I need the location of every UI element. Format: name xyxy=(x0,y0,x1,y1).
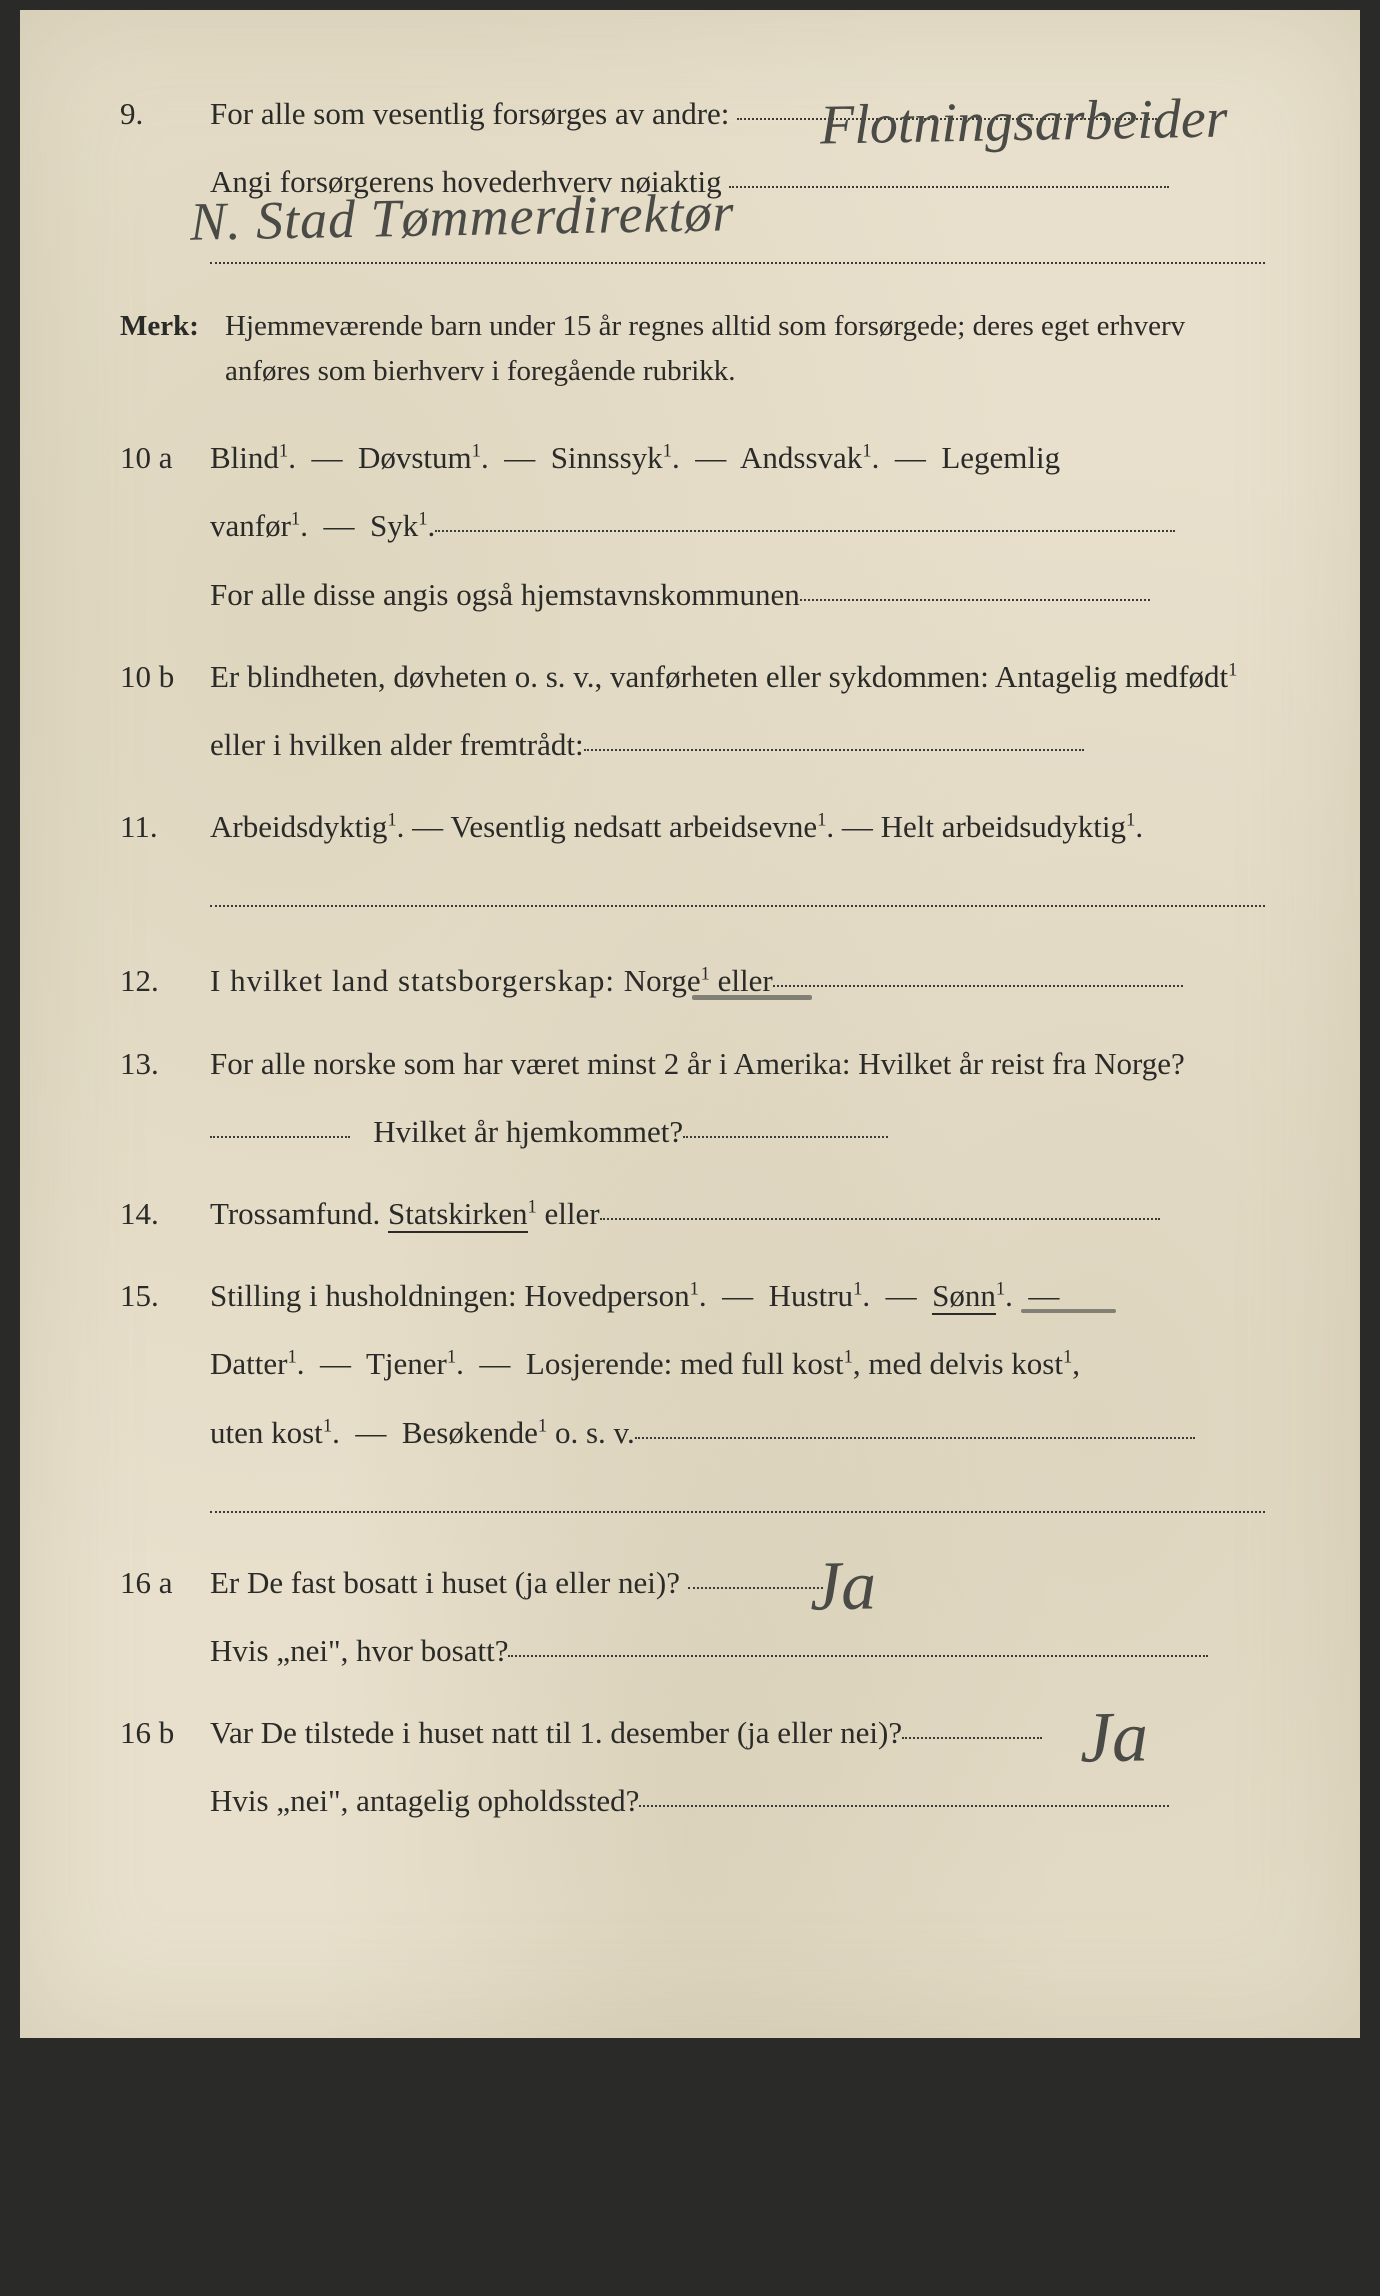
q15-body: Stilling i husholdningen: Hovedperson1. … xyxy=(210,1262,1265,1535)
q10a-body: Blind1. — Døvstum1. — Sinnssyk1. — Andss… xyxy=(210,424,1265,629)
q10a-sinnssyk: Sinnssyk xyxy=(551,440,663,475)
underline-norge xyxy=(692,995,812,1000)
q16a-a: Er De fast bosatt i huset (ja eller nei)… xyxy=(210,1565,680,1600)
q10b-num: 10 b xyxy=(120,647,210,707)
q13-b: Hvilket år hjemkommet? xyxy=(373,1114,683,1149)
merk-text: Hjemmeværende barn under 15 år regnes al… xyxy=(225,304,1265,394)
q14-body: Trossamfund. Statskirken1 eller xyxy=(210,1180,1265,1248)
question-10a: 10 a Blind1. — Døvstum1. — Sinnssyk1. — … xyxy=(120,424,1265,629)
question-16b: 16 b Var De tilstede i huset natt til 1.… xyxy=(120,1699,1265,1835)
q11-a: Arbeidsdyktig xyxy=(210,809,387,844)
q15-sonn: Sønn xyxy=(932,1278,996,1315)
q16a-num: 16 a xyxy=(120,1553,210,1613)
q13-num: 13. xyxy=(120,1034,210,1094)
question-9: 9. For alle som vesentlig forsørges av a… xyxy=(120,80,1265,280)
q12-eller: eller xyxy=(718,963,773,998)
footnote-b: tydelig understrekning xyxy=(348,2265,582,2291)
q15-tjener: Tjener xyxy=(366,1346,447,1381)
question-12: 12. I hvilket land statsborgerskap: Norg… xyxy=(120,947,1265,1015)
q16b-a: Var De tilstede i huset natt til 1. dese… xyxy=(210,1715,902,1750)
merk-label: Merk: xyxy=(120,304,225,349)
underline-sonn xyxy=(1021,1309,1116,1313)
q13-body: For alle norske som har været minst 2 år… xyxy=(210,1030,1265,1166)
q10b-body: Er blindheten, døvheten o. s. v., vanfør… xyxy=(210,643,1265,779)
q16b-b: Hvis „nei", antagelig opholdssted? xyxy=(210,1783,639,1818)
q11-c: Helt arbeidsudyktig xyxy=(881,809,1126,844)
q9-line1: For alle som vesentlig forsørges av andr… xyxy=(210,96,729,131)
q9-num: 9. xyxy=(120,84,210,144)
question-16a: 16 a Er De fast bosatt i huset (ja eller… xyxy=(120,1549,1265,1685)
question-10b: 10 b Er blindheten, døvheten o. s. v., v… xyxy=(120,643,1265,779)
q9-line2: Angi forsørgerens hovederhverv nøiaktig xyxy=(210,164,722,199)
q12-num: 12. xyxy=(120,951,210,1011)
footnote-rule xyxy=(120,2245,330,2247)
footnote-a: Her kan svares ved xyxy=(158,2265,347,2291)
question-13: 13. For alle norske som har været minst … xyxy=(120,1030,1265,1166)
q14-eller: eller xyxy=(545,1196,600,1231)
q12-norge: Norge xyxy=(624,963,701,998)
q12-body: I hvilket land statsborgerskap: Norge1 e… xyxy=(210,947,1265,1015)
q15-osv: o. s. v. xyxy=(555,1415,635,1450)
q15-delvis: med delvis kost xyxy=(868,1346,1063,1381)
q16b-num: 16 b xyxy=(120,1703,210,1763)
q10a-vanfor: vanfør xyxy=(210,508,291,543)
q10b-text1: Er blindheten, døvheten o. s. v., vanfør… xyxy=(210,659,1228,694)
q15-hustru: Hustru xyxy=(769,1278,853,1313)
q15-losjerende: Losjerende: med full kost xyxy=(526,1346,844,1381)
q15-a: Stilling i husholdningen: Hovedperson xyxy=(210,1278,690,1313)
q14-num: 14. xyxy=(120,1184,210,1244)
footnote: 1 Her kan svares ved tydelig understrekn… xyxy=(120,2259,1265,2296)
question-14: 14. Trossamfund. Statskirken1 eller xyxy=(120,1180,1265,1248)
note-merk: Merk: Hjemmeværende barn under 15 år reg… xyxy=(120,304,1265,394)
q14-a: Trossamfund. xyxy=(210,1196,388,1231)
q15-datter: Datter xyxy=(210,1346,287,1381)
q10a-num: 10 a xyxy=(120,428,210,488)
q10b-text2: eller i hvilken alder fremtrådt: xyxy=(210,727,584,762)
q10a-andssvak: Andssvak xyxy=(740,440,862,475)
q11-b: Vesentlig nedsatt arbeidsevne xyxy=(450,809,817,844)
q10a-blind: Blind xyxy=(210,440,279,475)
footnote-c: av de ord som passer. xyxy=(581,2265,793,2291)
q15-num: 15. xyxy=(120,1266,210,1326)
q9-body: For alle som vesentlig forsørges av andr… xyxy=(210,80,1265,280)
q10a-legemlig: Legemlig xyxy=(941,440,1060,475)
q11-num: 11. xyxy=(120,797,210,857)
q16a-b: Hvis „nei", hvor bosatt? xyxy=(210,1633,508,1668)
q16b-body: Var De tilstede i huset natt til 1. dese… xyxy=(210,1699,1265,1835)
q15-besokende: Besøkende xyxy=(402,1415,538,1450)
q16a-body: Er De fast bosatt i huset (ja eller nei)… xyxy=(210,1549,1265,1685)
q13-a: For alle norske som har været minst 2 år… xyxy=(210,1046,1185,1081)
q10a-syk: Syk xyxy=(370,508,418,543)
question-15: 15. Stilling i husholdningen: Hovedperso… xyxy=(120,1262,1265,1535)
q12-a: I hvilket land statsborgerskap: xyxy=(210,963,624,998)
q11-body: Arbeidsdyktig1. — Vesentlig nedsatt arbe… xyxy=(210,793,1265,933)
q10a-hjemstavn: For alle disse angis også hjemstavnskomm… xyxy=(210,577,800,612)
q14-statskirken: Statskirken xyxy=(388,1196,528,1233)
document-page: 9. For alle som vesentlig forsørges av a… xyxy=(20,10,1360,2038)
question-11: 11. Arbeidsdyktig1. — Vesentlig nedsatt … xyxy=(120,793,1265,933)
q15-uten: uten kost xyxy=(210,1415,323,1450)
q10a-dovstum: Døvstum xyxy=(358,440,472,475)
